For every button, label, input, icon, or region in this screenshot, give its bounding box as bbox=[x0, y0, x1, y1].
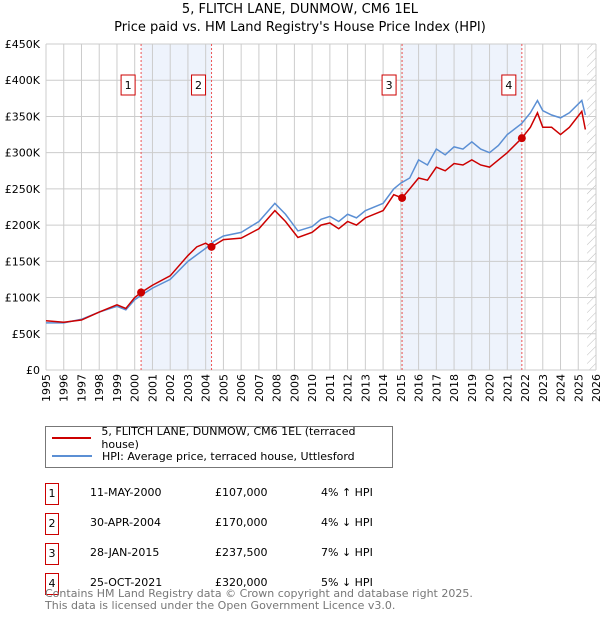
x-tick-label: 2025 bbox=[572, 374, 585, 402]
plot-area: 1995 1996 1997 1998 1999 2000 2001 2002 2003 2004… bbox=[5, 38, 600, 402]
sale-price: £170,000 bbox=[215, 516, 268, 529]
x-tick-label: 1998 bbox=[93, 374, 106, 402]
footer-line: This data is licensed under the Open Gov… bbox=[45, 599, 396, 612]
y-tick-label: £200K bbox=[5, 219, 41, 232]
sale-marker-number: 3 bbox=[386, 79, 393, 92]
sale-number-box: 4 bbox=[45, 573, 59, 595]
x-tick-label: 1999 bbox=[111, 374, 124, 402]
y-tick-label: £300K bbox=[5, 147, 41, 160]
sale-marker-box bbox=[501, 74, 517, 96]
x-tick-label: 1995 bbox=[40, 374, 53, 402]
sale-price: £237,500 bbox=[215, 546, 268, 559]
sale-hpi-diff: 7% ↓ HPI bbox=[321, 546, 373, 559]
legend-swatch-blue bbox=[52, 455, 92, 457]
x-tick-label: 2005 bbox=[217, 374, 230, 402]
legend: 5, FLITCH LANE, DUNMOW, CM6 1EL (terrace… bbox=[45, 425, 393, 468]
legend-swatch-red bbox=[52, 437, 92, 439]
sale-marker-number: 4 bbox=[505, 79, 512, 92]
x-tick-label: 2013 bbox=[359, 374, 372, 402]
x-tick-label: 2016 bbox=[413, 374, 426, 402]
footer: Contains HM Land Registry data © Crown c… bbox=[45, 588, 473, 612]
x-tick-label: 2012 bbox=[342, 374, 355, 402]
sale-price: £107,000 bbox=[215, 486, 268, 499]
sale-date: 25-OCT-2021 bbox=[90, 576, 163, 589]
x-tick-label: 2010 bbox=[306, 374, 319, 402]
forecast-hatch bbox=[587, 44, 596, 370]
series-line bbox=[45, 109, 587, 323]
y-tick-label: £450K bbox=[5, 38, 41, 51]
x-tick-label: 2011 bbox=[324, 374, 337, 402]
x-tick-label: 1997 bbox=[75, 374, 88, 402]
sale-hpi-diff: 4% ↑ HPI bbox=[321, 486, 373, 499]
sale-point bbox=[398, 193, 407, 202]
legend-label: 5, FLITCH LANE, DUNMOW, CM6 1EL (terrace… bbox=[101, 425, 356, 451]
chart-title: 5, FLITCH LANE, DUNMOW, CM6 1EL bbox=[181, 2, 419, 17]
sale-date: 28-JAN-2015 bbox=[90, 546, 160, 559]
x-tick-label: 2014 bbox=[377, 374, 390, 402]
sale-marker-box bbox=[191, 74, 207, 96]
x-tick-label: 2015 bbox=[395, 374, 408, 402]
x-tick-label: 2008 bbox=[271, 374, 284, 402]
legend-label: HPI: Average price, terraced house, Uttl… bbox=[102, 449, 355, 463]
sale-price: £320,000 bbox=[215, 576, 268, 589]
y-tick-label: £250K bbox=[5, 183, 41, 196]
x-tick-label: 2023 bbox=[537, 374, 550, 402]
y-tick-label: £50K bbox=[12, 328, 41, 341]
sale-marker-box bbox=[381, 74, 397, 96]
sale-marker-number: 2 bbox=[195, 79, 202, 92]
x-tick-label: 2002 bbox=[164, 374, 177, 402]
sale-point bbox=[517, 134, 526, 143]
y-tick-label: £350K bbox=[5, 110, 41, 123]
shaded-range bbox=[402, 44, 522, 370]
legend-item-property: 5, FLITCH LANE, DUNMOW, CM6 1EL (terrace… bbox=[52, 425, 392, 451]
x-tick-label: 2009 bbox=[288, 374, 301, 402]
x-tick-label: 1996 bbox=[58, 374, 71, 402]
sale-date: 11-MAY-2000 bbox=[90, 486, 162, 499]
sale-number-box: 2 bbox=[45, 513, 59, 535]
y-tick-label: £400K bbox=[5, 74, 41, 87]
sale-date: 30-APR-2004 bbox=[90, 516, 162, 529]
y-tick-label: £150K bbox=[5, 255, 41, 268]
sale-marker-box bbox=[120, 74, 136, 96]
chart-subtitle: Price paid vs. HM Land Registry's House … bbox=[114, 20, 486, 35]
sale-point bbox=[137, 288, 146, 297]
x-tick-label: 2026 bbox=[590, 374, 600, 402]
sale-marker-number: 1 bbox=[125, 79, 132, 92]
series-line bbox=[46, 98, 587, 324]
x-tick-label: 2000 bbox=[129, 374, 142, 402]
x-tick-label: 2001 bbox=[146, 374, 159, 402]
x-tick-label: 2006 bbox=[235, 374, 248, 402]
sale-point bbox=[207, 242, 216, 251]
x-tick-label: 2021 bbox=[501, 374, 514, 402]
sale-number-box: 1 bbox=[45, 483, 59, 505]
x-tick-label: 2017 bbox=[430, 374, 443, 402]
x-tick-label: 2007 bbox=[253, 374, 266, 402]
x-tick-label: 2024 bbox=[555, 374, 568, 402]
sale-hpi-diff: 4% ↓ HPI bbox=[321, 516, 373, 529]
sale-number-box: 3 bbox=[45, 543, 59, 565]
x-tick-label: 2019 bbox=[466, 374, 479, 402]
x-tick-label: 2022 bbox=[519, 374, 532, 402]
footer-line: Contains HM Land Registry data © Crown c… bbox=[45, 587, 473, 600]
legend-item-hpi: HPI: Average price, terraced house, Uttl… bbox=[52, 448, 355, 464]
x-tick-label: 2004 bbox=[200, 374, 213, 402]
sale-hpi-diff: 5% ↓ HPI bbox=[321, 576, 373, 589]
x-tick-label: 2018 bbox=[448, 374, 461, 402]
y-tick-label: £100K bbox=[5, 292, 41, 305]
y-tick-label: £0 bbox=[26, 364, 40, 377]
x-tick-label: 2020 bbox=[484, 374, 497, 402]
x-tick-label: 2003 bbox=[182, 374, 195, 402]
